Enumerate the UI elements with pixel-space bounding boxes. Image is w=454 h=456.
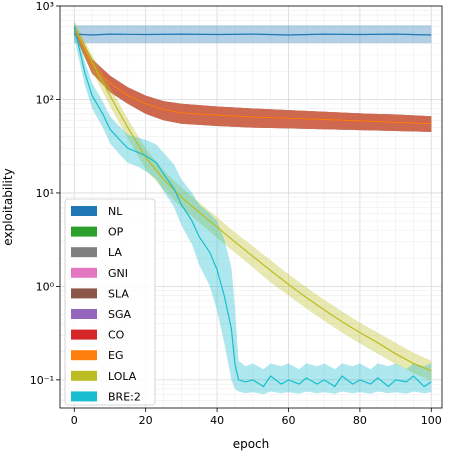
legend-swatch	[71, 206, 97, 216]
y-tick-label: 10⁰	[36, 280, 55, 293]
legend-swatch	[71, 391, 97, 402]
band-sga	[74, 25, 432, 132]
band-co	[74, 25, 432, 132]
x-tick-label: 40	[210, 414, 224, 427]
legend-label: LOLA	[108, 370, 137, 383]
legend-label: EG	[108, 349, 123, 362]
y-tick-label: 10²	[36, 93, 54, 106]
legend-label: SGA	[108, 308, 132, 321]
legend-swatch	[71, 288, 97, 299]
legend-label: LA	[108, 246, 122, 259]
plot-area-frame	[59, 5, 443, 409]
legend-label: BRE:2	[108, 390, 141, 403]
legend-label: GNI	[108, 267, 128, 280]
legend-label: NL	[108, 205, 123, 218]
line-nl	[74, 33, 432, 36]
band-gni	[74, 25, 432, 132]
legend-swatch	[71, 309, 97, 319]
grid	[60, 5, 442, 409]
band-la	[74, 25, 432, 132]
y-tick-label: 10⁻¹	[30, 374, 54, 387]
x-tick-label: 20	[139, 414, 153, 427]
x-tick-label: 80	[353, 414, 367, 427]
legend-swatch	[71, 226, 97, 237]
y-tick-label: 10³	[36, 0, 54, 13]
legend-swatch	[71, 350, 97, 361]
band-lola	[74, 20, 432, 381]
line-bre-2	[73, 26, 432, 388]
legend-swatch	[71, 329, 97, 340]
legend-label: OP	[108, 226, 124, 239]
x-tick-label: 100	[421, 414, 442, 427]
legend-label: CO	[108, 329, 125, 342]
x-tick-label: 0	[71, 414, 78, 427]
band-op	[74, 25, 432, 132]
legend-label: SLA	[108, 287, 129, 300]
legend: NL OP LA GNI SLA SGA CO EG LOLA BRE:2	[64, 198, 156, 406]
band-sla	[74, 25, 432, 132]
legend-swatch	[71, 370, 97, 381]
series-lines	[73, 26, 432, 388]
line-lola	[73, 26, 432, 372]
legend-swatch	[71, 247, 97, 258]
y-axis: 10⁻¹ 10⁰ 10¹ 10² 10³	[30, 0, 60, 387]
x-tick-label: 60	[281, 414, 295, 427]
y-tick-label: 10¹	[36, 187, 54, 200]
band-eg	[74, 25, 432, 132]
legend-swatch	[71, 267, 97, 278]
y-axis-label: exploitability	[1, 168, 15, 245]
x-axis: 0 20 40 60 80 100	[71, 408, 442, 427]
line-eg	[73, 27, 432, 125]
x-axis-label: epoch	[233, 437, 270, 451]
